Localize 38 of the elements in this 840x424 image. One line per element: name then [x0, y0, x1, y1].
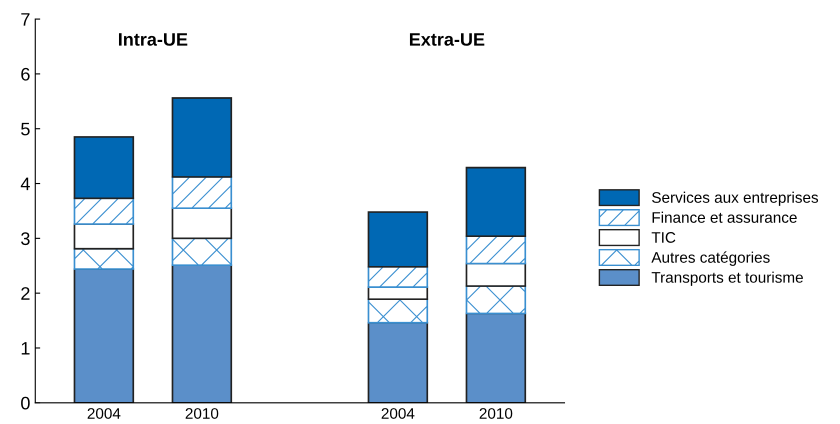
- bar: [172, 207, 232, 240]
- y-tick-label: 5: [21, 122, 30, 136]
- x-tick-label: 2010: [186, 408, 218, 419]
- y-tick-label: 2: [21, 287, 30, 300]
- bar: [172, 176, 232, 210]
- legend-label: Autres catégories: [651, 251, 770, 266]
- bar: [368, 298, 428, 324]
- x-tick-label: 2004: [88, 408, 120, 419]
- bar: [74, 197, 134, 225]
- legend-label: TIC: [652, 232, 676, 243]
- bar: [466, 312, 526, 403]
- legend-label: Services aux entreprises: [652, 192, 818, 206]
- y-tick-label: 7: [21, 13, 30, 26]
- bar: [172, 264, 232, 403]
- y-tick-label: 6: [21, 68, 30, 81]
- legend-label: Finance et assurance: [652, 212, 797, 223]
- x-tick-label: 2004: [382, 408, 414, 419]
- annotation: Intra-UE: [118, 33, 188, 46]
- bar: [172, 238, 232, 266]
- legend-label: Transports et tourisme: [652, 272, 803, 286]
- bar: [466, 262, 526, 287]
- bar: [74, 248, 134, 270]
- bar: [172, 97, 232, 178]
- bar: [368, 211, 428, 268]
- annotation: Extra-UE: [410, 33, 484, 46]
- y-tick-label: 3: [21, 232, 30, 246]
- bar: [74, 268, 134, 403]
- bar: [74, 223, 134, 250]
- bar: [368, 266, 428, 288]
- y-tick-label: 0: [21, 396, 30, 410]
- bar: [466, 166, 526, 237]
- y-tick-label: 1: [22, 342, 30, 355]
- bar: [74, 136, 134, 200]
- x-tick-label: 2010: [480, 408, 512, 419]
- y-tick-label: 4: [20, 178, 30, 190]
- bar: [466, 285, 526, 314]
- bar: [466, 235, 526, 264]
- bar: [368, 322, 428, 403]
